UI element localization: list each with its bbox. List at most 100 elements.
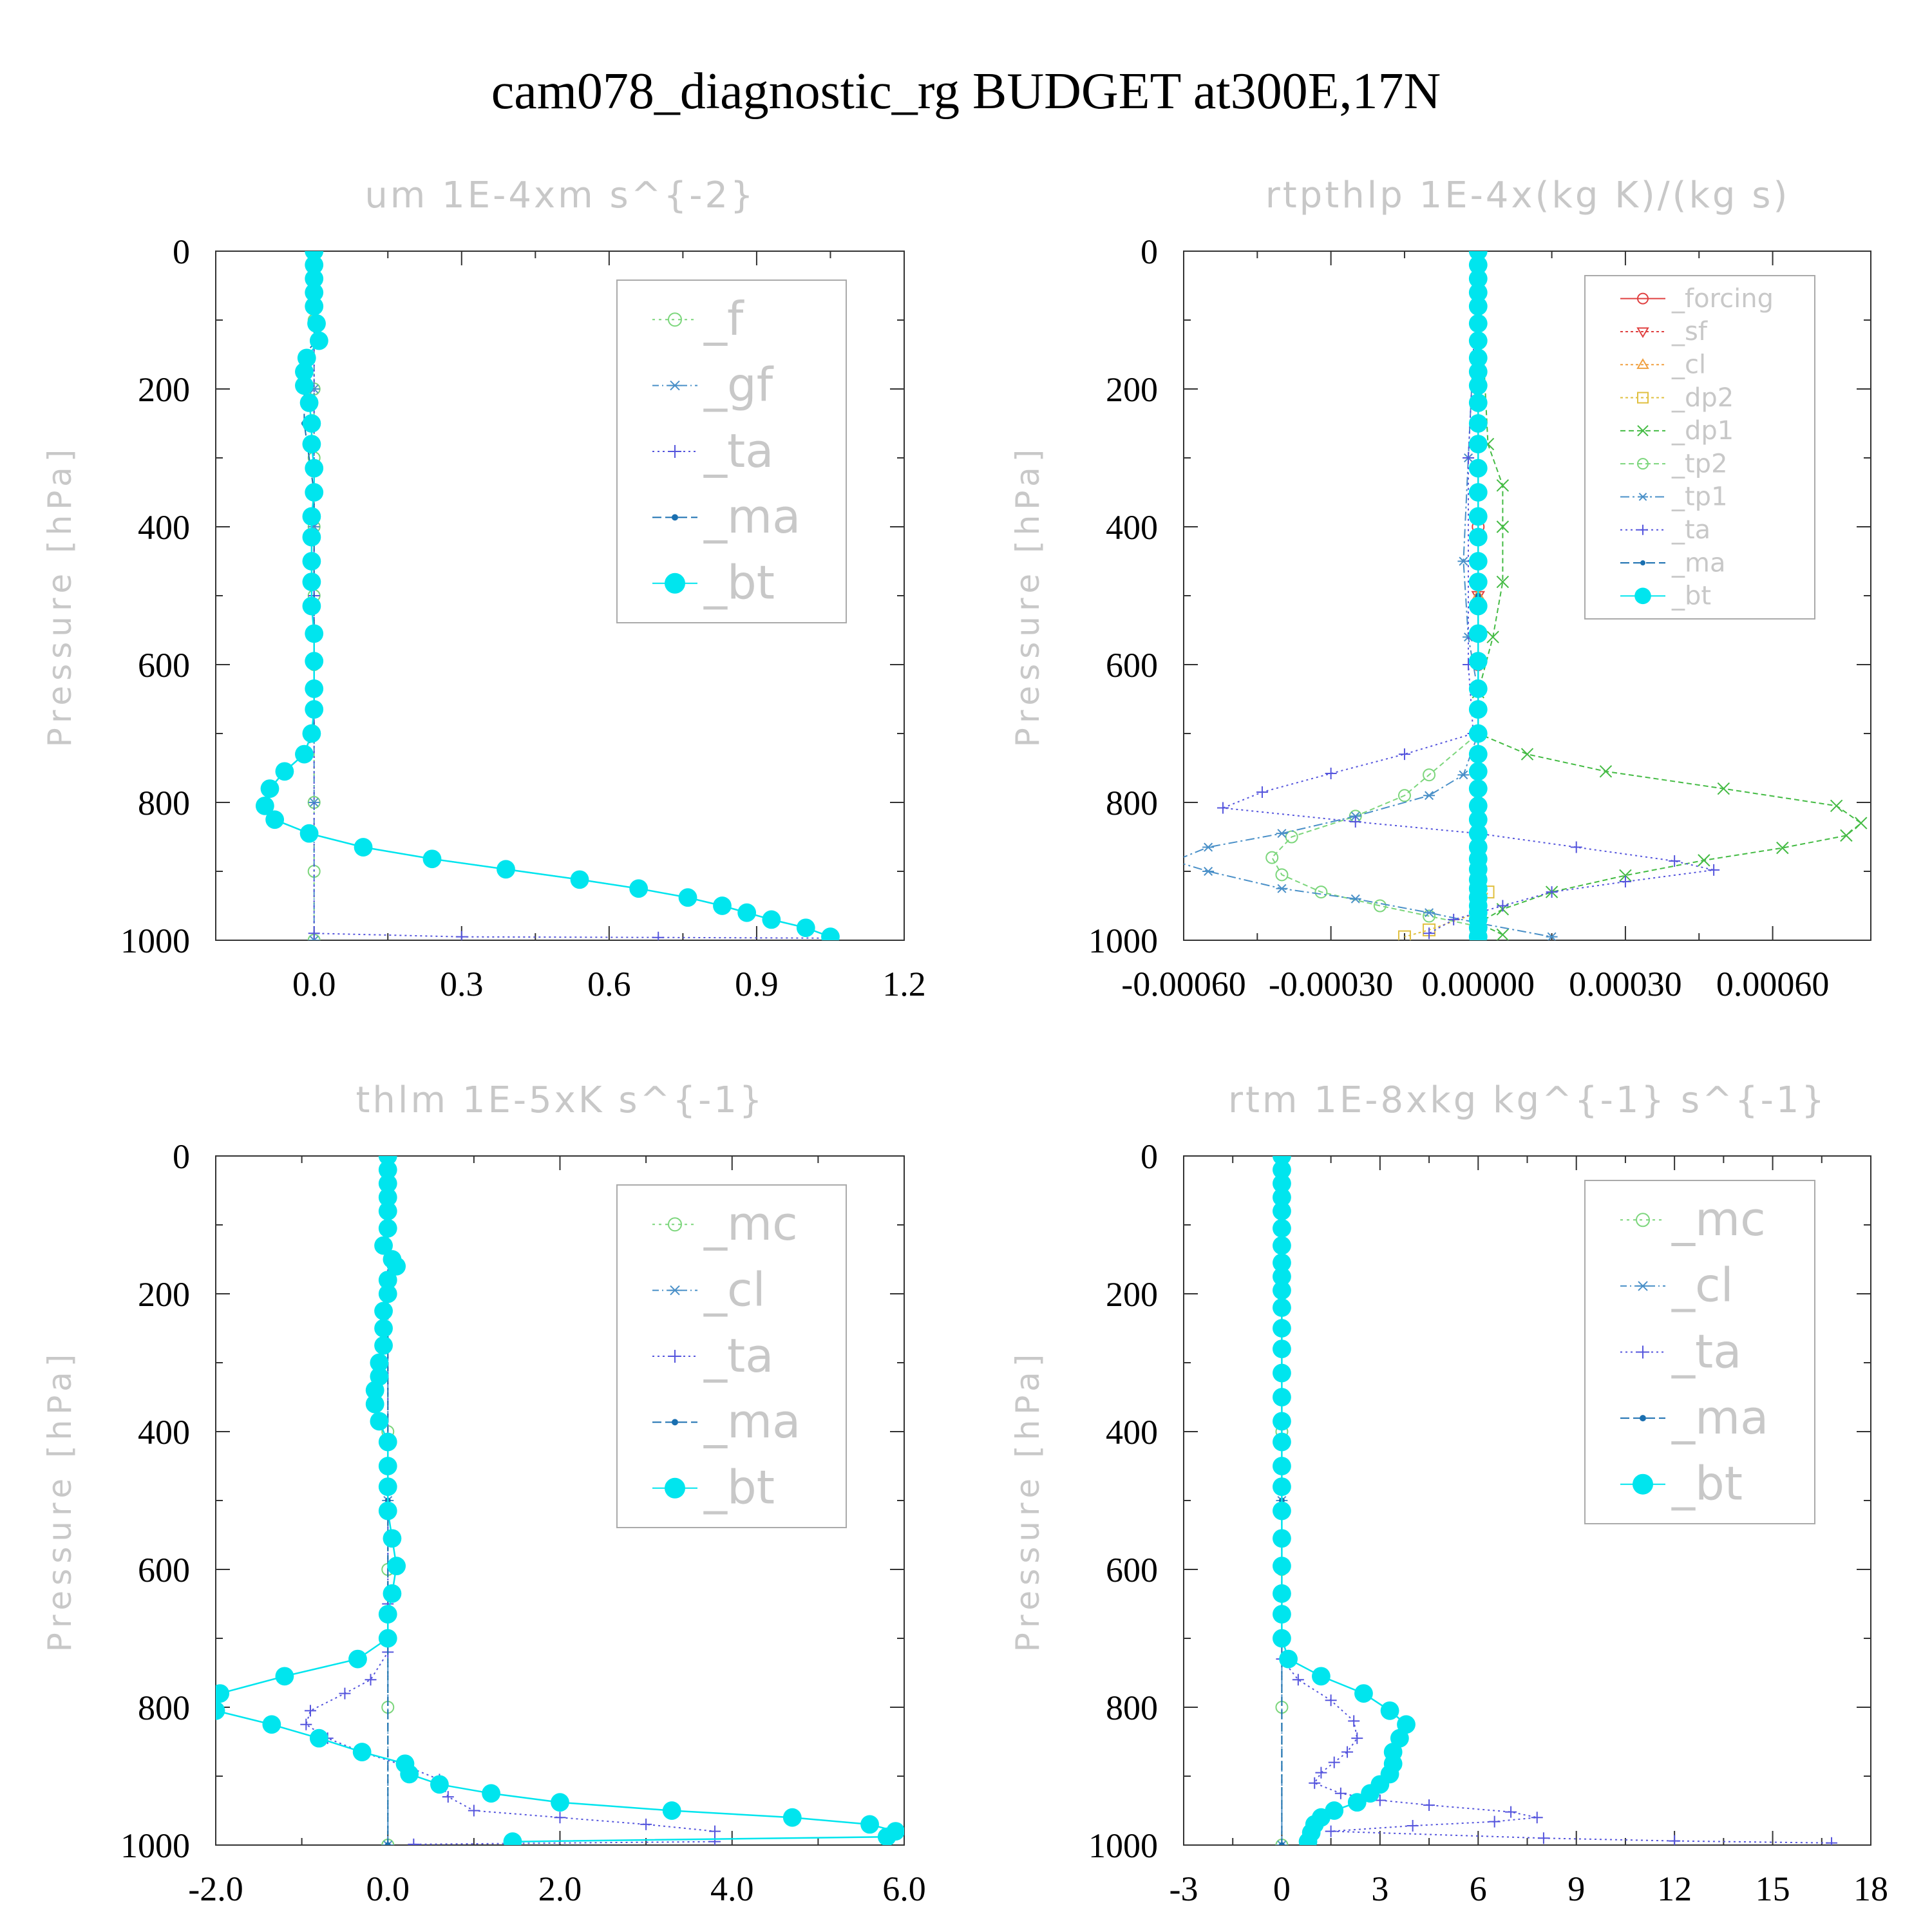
data-point-ta <box>1315 1766 1327 1779</box>
data-point-ta <box>709 1825 721 1837</box>
data-point-bt <box>365 1394 384 1414</box>
legend-item-ta: _ta <box>1620 1324 1741 1378</box>
data-point-bt <box>1279 1649 1298 1669</box>
legend-item-cl: _cl <box>652 1262 766 1316</box>
y-tick-label: 400 <box>138 508 190 547</box>
data-point-bt <box>1468 459 1488 478</box>
data-point-bt <box>307 314 326 333</box>
y-tick-label: 1000 <box>120 1826 190 1865</box>
x-tick-label: 0.3 <box>440 965 484 1003</box>
data-point-bt <box>1273 1557 1291 1576</box>
data-point-bt <box>262 1715 281 1734</box>
data-point-bt <box>1468 331 1488 350</box>
data-point-dp1 <box>1496 575 1510 589</box>
legend: _forcing _sf _cl _dp2_dp1 _tp2 _tp1_ta_ma _bt <box>1584 275 1815 620</box>
data-point-bt <box>1468 414 1488 433</box>
data-point-bt <box>1347 1793 1367 1812</box>
data-point-bt <box>305 459 324 478</box>
legend-label: _ma <box>703 1394 800 1448</box>
data-point-bt <box>1468 779 1488 798</box>
series-ta <box>1217 251 1720 940</box>
legend-item-bt: _bt <box>652 556 775 610</box>
data-point-bt <box>370 1353 389 1372</box>
data-point-bt <box>1273 1529 1291 1548</box>
figure-title: cam078_diagnostic_rg BUDGET at300E,17N <box>491 63 1441 120</box>
data-point-ta <box>652 931 665 940</box>
data-point-gf <box>308 935 320 940</box>
data-point-ma <box>1278 1842 1285 1845</box>
data-point-ta <box>1708 864 1720 876</box>
y-tick-label: 400 <box>138 1413 190 1452</box>
data-point-bt <box>1273 1319 1291 1338</box>
y-tick-label: 200 <box>138 370 190 409</box>
data-point-ta <box>1292 1674 1304 1686</box>
data-point-bt <box>1273 1202 1291 1220</box>
legend-label: _ta <box>1671 515 1710 545</box>
y-tick-label: 800 <box>1106 1689 1158 1727</box>
legend-marker <box>1636 1213 1650 1227</box>
data-point-ta <box>1669 855 1681 867</box>
plot-area <box>1184 251 1868 940</box>
data-point-bt <box>374 1302 393 1321</box>
data-point-bt <box>1273 1188 1291 1207</box>
data-point-dp1 <box>1496 520 1510 533</box>
data-point-ta <box>1497 900 1509 912</box>
data-point-ta <box>1448 913 1460 925</box>
data-point-bt <box>1273 1160 1291 1179</box>
legend-label: _cl <box>703 1262 766 1316</box>
data-point-bt <box>1468 652 1488 671</box>
data-point-tp2 <box>1373 899 1387 913</box>
data-point-bt <box>216 1684 230 1703</box>
legend-marker <box>1636 1281 1649 1291</box>
data-point-dp1 <box>1486 630 1499 643</box>
legend-label: _cl <box>1671 350 1706 379</box>
legend-box <box>616 1184 847 1528</box>
legend-label: _ma <box>1671 548 1725 578</box>
data-point-tp1 <box>1423 908 1435 918</box>
data-point-bt <box>354 838 373 857</box>
data-point-ta <box>554 1812 566 1824</box>
panel-title: rtm 1E-8xkg kg^{-1} s^{-1} <box>1228 1079 1827 1121</box>
data-point-bt <box>1468 700 1488 719</box>
data-point-bt <box>305 624 324 643</box>
data-point-bt <box>378 1271 397 1289</box>
legend-marker <box>1637 292 1649 305</box>
legend-label: _tp1 <box>1671 482 1728 512</box>
y-tick-label: 1000 <box>120 922 190 960</box>
data-point-ta <box>1537 1832 1549 1844</box>
data-point-bt <box>297 348 316 368</box>
legend-marker <box>1637 392 1649 404</box>
data-point-bt <box>1468 596 1488 616</box>
data-point-tp1 <box>1457 770 1470 780</box>
legend-marker <box>1638 493 1648 501</box>
y-axis-label: Pressure [hPa] <box>1009 1349 1046 1653</box>
data-point-tp2 <box>1423 909 1436 923</box>
legend-label: _f <box>703 292 744 346</box>
data-point-bt <box>503 1832 522 1845</box>
data-point-bt <box>1397 1715 1416 1734</box>
legend-marker <box>665 1477 685 1499</box>
legend-label: _forcing <box>1671 284 1774 314</box>
data-point-ma <box>384 1842 391 1845</box>
data-point-bt <box>1380 1701 1399 1720</box>
data-point-cl <box>382 1840 394 1845</box>
legend-marker <box>672 514 678 521</box>
data-point-bt <box>305 297 324 316</box>
legend-item-tp2: _tp2 <box>1620 449 1728 478</box>
data-point-bt <box>1273 1236 1291 1255</box>
data-point-dp1 <box>1840 829 1853 842</box>
data-point-bt <box>387 1256 406 1276</box>
y-tick-label: 800 <box>1106 784 1158 822</box>
x-tick-label: 0.9 <box>735 965 779 1003</box>
data-point-bt <box>551 1793 569 1812</box>
series-bt <box>1273 1156 1416 1845</box>
data-point-bt <box>1468 679 1488 698</box>
y-tick-label: 200 <box>1106 1275 1158 1314</box>
data-point-bt <box>383 1584 402 1603</box>
data-point-ta <box>339 1687 351 1700</box>
data-point-bt <box>877 1827 896 1845</box>
y-tick-label: 1000 <box>1088 1826 1158 1865</box>
data-point-bt <box>275 1667 294 1686</box>
data-point-tp2 <box>1423 768 1436 782</box>
data-point-bt <box>1468 573 1488 591</box>
